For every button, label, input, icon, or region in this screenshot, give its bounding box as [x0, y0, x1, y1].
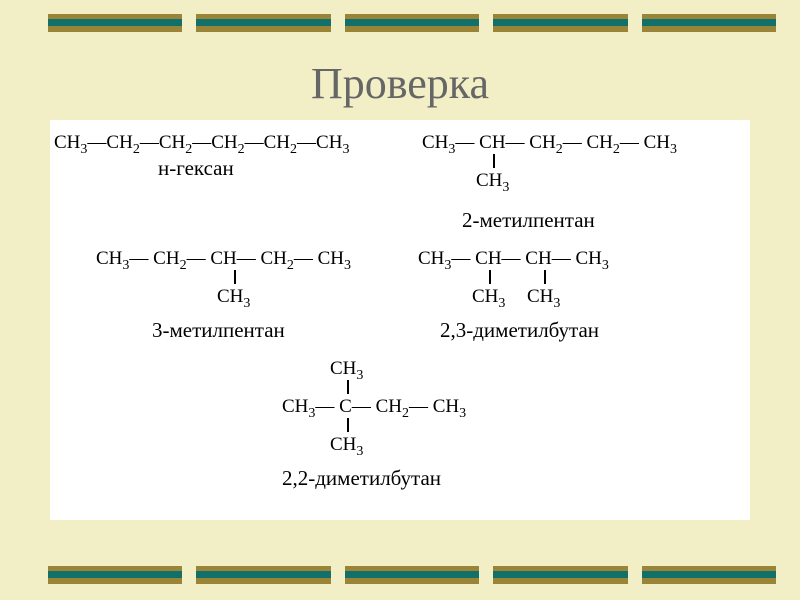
dimethylbutane23-formula: CH3— CH— CH— CH3 [418, 248, 609, 274]
hexane-label: н-гексан [158, 156, 234, 181]
dimethylbutane22-bot: CH3 [330, 434, 363, 460]
bond-icon [544, 270, 546, 284]
methylpentane2-label: 2-метилпентан [462, 208, 595, 233]
bond-icon [347, 380, 349, 394]
bond-icon [234, 270, 236, 284]
content-area: CH3—CH2—CH2—CH2—CH2—CH3 н-гексан CH3— CH… [50, 120, 750, 540]
bond-icon [493, 154, 495, 168]
hexane-formula: CH3—CH2—CH2—CH2—CH2—CH3 [54, 132, 349, 158]
methylpentane2-branch: CH3 [476, 170, 509, 196]
dimethylbutane22-label: 2,2-диметилбутан [282, 466, 441, 491]
dimethylbutane23-branch1: CH3 [472, 286, 505, 312]
methylpentane3-label: 3-метилпентан [152, 318, 285, 343]
dimethylbutane23-label: 2,3-диметилбутан [440, 318, 599, 343]
dimethylbutane23-branch2: CH3 [527, 286, 560, 312]
decorative-bar-bottom [48, 566, 776, 584]
formula-panel: CH3—CH2—CH2—CH2—CH2—CH3 н-гексан CH3— CH… [50, 120, 750, 520]
bond-icon [489, 270, 491, 284]
methylpentane3-formula: CH3— CH2— CH— CH2— CH3 [96, 248, 351, 274]
decorative-bar-top [48, 14, 776, 32]
dimethylbutane22-formula: CH3— C— CH2— CH3 [282, 396, 466, 422]
slide-title: Проверка [0, 58, 800, 109]
bond-icon [347, 418, 349, 432]
methylpentane3-branch: CH3 [217, 286, 250, 312]
methylpentane2-formula: CH3— CH— CH2— CH2— CH3 [422, 132, 677, 158]
